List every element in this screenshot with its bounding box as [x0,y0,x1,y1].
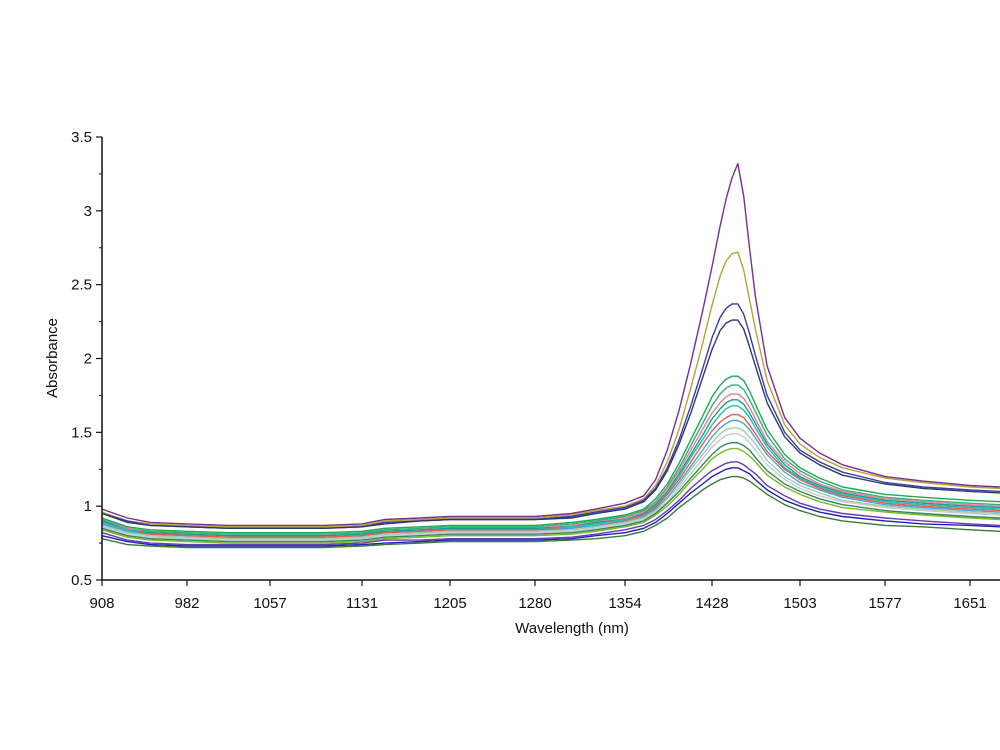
series-line-5 [101,375,1000,534]
series-line-6 [101,384,1000,535]
axes-layer [101,137,1000,581]
series-line-16 [101,461,1000,546]
y-axis-title: Absorbance [44,318,61,398]
series-line-13 [101,433,1000,541]
y-tick-label: 1.5 [71,424,92,441]
series-layer [101,162,1000,549]
series-line-17 [101,467,1000,547]
x-tick-label: 1280 [518,595,551,612]
series-line-2 [101,251,1000,528]
y-tick-label: 1 [84,498,92,515]
series-line-7 [101,393,1000,537]
series-line-3 [101,303,1000,529]
x-tick-label: 1503 [783,595,816,612]
y-tick-label: 2.5 [71,277,92,294]
series-line-18 [101,475,1000,549]
series-line-14 [101,442,1000,543]
y-tick-label: 3 [84,203,92,220]
y-tick-label: 3.5 [71,129,92,146]
x-axis-title: Wavelength (nm) [515,620,629,637]
x-tick-label: 1205 [433,595,466,612]
y-tick-label: 0.5 [71,572,92,589]
y-tick-label: 2 [84,351,92,368]
series-line-1 [101,162,1000,527]
series-line-8 [101,399,1000,537]
x-tick-label: 982 [174,595,199,612]
series-line-4 [101,319,1000,529]
x-tick-label: 1577 [868,595,901,612]
series-line-15 [101,447,1000,544]
x-tick-label: 908 [89,595,114,612]
x-tick-label: 1057 [253,595,286,612]
series-line-10 [101,413,1000,538]
series-line-12 [101,427,1000,540]
ticks-layer: 0.5 1 1.5 2 2.5 3 3.5 908 982 1057 1131 1205 1280 135… [71,129,987,612]
x-tick-label: 1131 [346,595,378,612]
x-tick-label: 1428 [695,595,728,612]
x-tick-label: 1354 [608,595,641,612]
x-tick-label: 1651 [953,595,986,612]
